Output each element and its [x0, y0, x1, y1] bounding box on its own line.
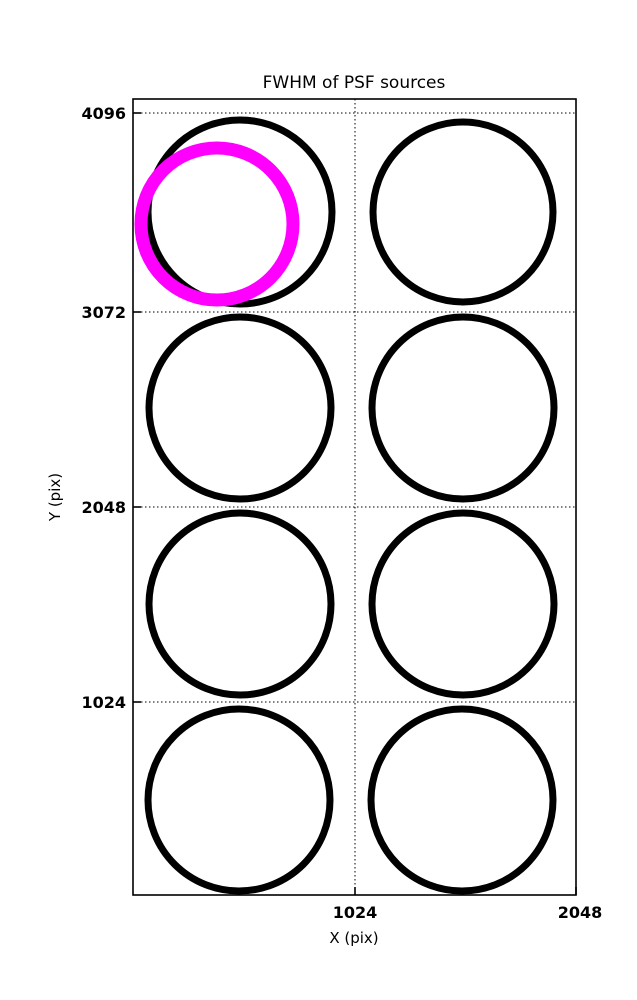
ytick-label-2048: 2048 — [81, 498, 126, 517]
xtick-label-1024: 1024 — [333, 903, 378, 922]
psf-circle-r2c2 — [368, 313, 558, 503]
psf-circle-r3c2 — [368, 509, 558, 699]
chart-title: FWHM of PSF sources — [263, 73, 446, 93]
x-tick-marks — [354, 887, 577, 895]
psf-circle-r1c2 — [369, 118, 557, 306]
psf-circle-r3c1 — [145, 509, 335, 699]
psf-circle-r4c2 — [367, 705, 557, 895]
ytick-label-1024: 1024 — [81, 693, 126, 712]
xtick-label-2048: 2048 — [558, 903, 603, 922]
x-axis-label: X (pix) — [329, 929, 378, 947]
y-tick-marks — [133, 112, 141, 703]
highlight-circle — [134, 141, 300, 307]
reference-fwhm-marker — [134, 141, 300, 307]
psf-circle-r2c1 — [145, 313, 335, 503]
ytick-label-3072: 3072 — [81, 303, 126, 322]
y-axis-label: Y (pix) — [46, 473, 64, 522]
ytick-label-4096: 4096 — [81, 104, 126, 123]
psf-circle-r4c1 — [144, 705, 334, 895]
psf-source-markers — [144, 116, 558, 895]
